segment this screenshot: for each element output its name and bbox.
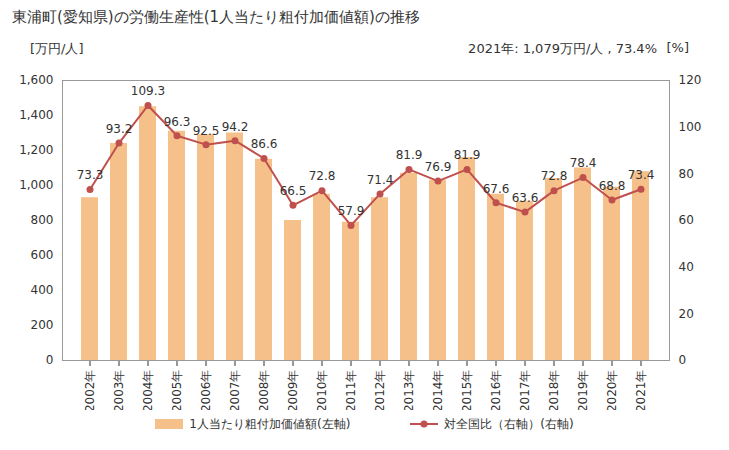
svg-text:20: 20 <box>679 307 694 321</box>
svg-text:800: 800 <box>31 213 54 227</box>
svg-text:80: 80 <box>679 167 694 181</box>
svg-text:40: 40 <box>679 260 694 274</box>
svg-text:96.3: 96.3 <box>164 115 191 129</box>
svg-text:600: 600 <box>31 248 54 262</box>
svg-text:60: 60 <box>679 213 694 227</box>
svg-text:109.3: 109.3 <box>131 84 165 98</box>
svg-text:73.3: 73.3 <box>77 168 104 182</box>
svg-text:2019年: 2019年 <box>576 370 590 411</box>
svg-text:57.9: 57.9 <box>338 204 365 218</box>
svg-text:0: 0 <box>679 353 687 367</box>
svg-text:68.8: 68.8 <box>599 179 626 193</box>
svg-text:67.6: 67.6 <box>483 182 510 196</box>
svg-text:63.6: 63.6 <box>512 191 539 205</box>
svg-text:76.9: 76.9 <box>425 160 452 174</box>
svg-text:120: 120 <box>679 73 702 87</box>
svg-text:94.2: 94.2 <box>222 120 249 134</box>
html-text:2021年: 1,079万円/人 , 73.4%: 2021年: 1,079万円/人 , 73.4% <box>468 41 657 56</box>
svg-text:72.8: 72.8 <box>309 169 336 183</box>
svg-text:1,200: 1,200 <box>19 143 53 157</box>
html-text:1人当たり粗付加価値額(左軸): 1人当たり粗付加価値額(左軸) <box>189 416 351 431</box>
svg-text:2008年: 2008年 <box>257 370 271 411</box>
svg-text:2004年: 2004年 <box>141 370 155 411</box>
html-text:対全国比（右軸）(右軸): 対全国比（右軸）(右軸) <box>444 416 574 431</box>
svg-text:86.6: 86.6 <box>251 137 278 151</box>
svg-text:2017年: 2017年 <box>518 370 532 411</box>
svg-text:2011年: 2011年 <box>344 370 358 411</box>
svg-text:2006年: 2006年 <box>199 370 213 411</box>
svg-text:100: 100 <box>679 120 702 134</box>
svg-text:72.8: 72.8 <box>541 169 568 183</box>
svg-text:81.9: 81.9 <box>396 148 423 162</box>
svg-text:71.4: 71.4 <box>367 173 394 187</box>
svg-text:2003年: 2003年 <box>112 370 126 411</box>
svg-text:78.4: 78.4 <box>570 156 597 170</box>
svg-text:2016年: 2016年 <box>489 370 503 411</box>
svg-text:93.2: 93.2 <box>106 122 133 136</box>
svg-text:2005年: 2005年 <box>170 370 184 411</box>
svg-text:2013年: 2013年 <box>402 370 416 411</box>
svg-text:2020年: 2020年 <box>605 370 619 411</box>
html-text:東浦町(愛知県)の労働生産性(1人当たり粗付加価値額)の推移: 東浦町(愛知県)の労働生産性(1人当たり粗付加価値額)の推移 <box>12 8 420 26</box>
svg-text:81.9: 81.9 <box>454 148 481 162</box>
svg-text:2009年: 2009年 <box>286 370 300 411</box>
svg-text:2018年: 2018年 <box>547 370 561 411</box>
svg-text:2014年: 2014年 <box>431 370 445 411</box>
svg-text:66.5: 66.5 <box>280 184 307 198</box>
svg-text:0: 0 <box>46 353 54 367</box>
svg-text:2012年: 2012年 <box>373 370 387 411</box>
svg-text:1,400: 1,400 <box>19 108 53 122</box>
svg-text:2021年: 2021年 <box>634 370 648 411</box>
svg-text:92.5: 92.5 <box>193 124 220 138</box>
svg-text:400: 400 <box>31 283 54 297</box>
svg-text:2002年: 2002年 <box>83 370 97 411</box>
svg-text:1,600: 1,600 <box>19 73 53 87</box>
svg-text:200: 200 <box>31 318 54 332</box>
svg-text:73.4: 73.4 <box>628 168 655 182</box>
svg-text:1,000: 1,000 <box>19 178 53 192</box>
html-text:[万円/人]: [万円/人] <box>30 41 84 56</box>
svg-text:2015年: 2015年 <box>460 370 474 411</box>
svg-text:2010年: 2010年 <box>315 370 329 411</box>
svg-text:2007年: 2007年 <box>228 370 242 411</box>
